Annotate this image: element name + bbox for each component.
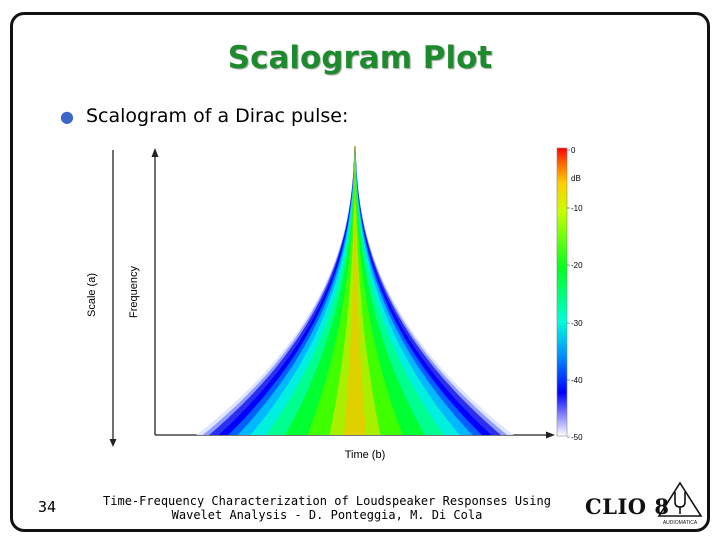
colorbar-gradient [556,147,568,437]
colorbar-tick-label: -40 [571,376,583,385]
colorbar-tick-label: -10 [571,204,583,213]
audiomatica-logo: AUDIOMATICA [657,481,703,526]
bullet-dot-icon: ● [60,107,74,126]
scale-axis-label: Scale (a) [86,273,98,317]
time-axis-label: Time (b) [345,449,386,461]
audiomatica-text: AUDIOMATICA [663,520,698,526]
slide-title: Scalogram Plot [227,40,493,76]
footer-credit-line-1: Time-Frequency Characterization of Louds… [103,494,551,508]
colorbar: dB 0 -10 -20 -30 -40 -50 [556,146,583,442]
colorbar-unit: dB [571,174,581,183]
scalogram-band [343,146,367,435]
frequency-axis-label: Frequency [128,266,140,318]
footer-credit: Time-Frequency Characterization of Louds… [96,494,558,522]
scalogram-cone [196,146,514,435]
scale-axis [109,150,117,447]
colorbar-tick-label: -20 [571,261,583,270]
clio-logo-text: CLIO 8 [585,494,670,519]
bullet-text: Scalogram of a Dirac pulse: [85,105,349,127]
footer-credit-line-2: Wavelet Analysis - D. Ponteggia, M. Di C… [171,508,483,522]
colorbar-ticks: 0 -10 -20 -30 -40 -50 [567,146,583,442]
bullet-item: ● Scalogram of a Dirac pulse: [60,105,348,127]
colorbar-tick-label: -50 [571,433,583,442]
frequency-axis-arrow-up-icon [151,148,159,157]
time-axis-arrow-right-icon [546,431,555,439]
frequency-axis [151,148,159,435]
scale-axis-arrow-down-icon [109,439,117,447]
colorbar-tick-label: -30 [571,319,583,328]
colorbar-tick-label: 0 [571,146,576,155]
page-number: 34 [38,498,57,516]
tuning-fork-triangle-icon [657,481,703,517]
